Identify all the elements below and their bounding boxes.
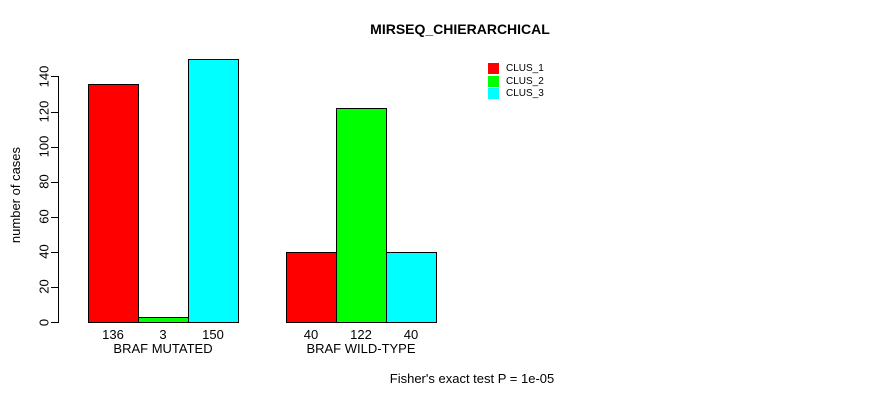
y-axis-line xyxy=(58,76,59,323)
bar-clus-1 xyxy=(88,83,139,323)
legend-item: CLUS_2 xyxy=(488,75,544,87)
y-tick-label: 20 xyxy=(36,279,52,295)
y-tick-label: 40 xyxy=(36,244,52,260)
y-tick-mark xyxy=(51,322,58,323)
y-tick-mark xyxy=(51,146,58,148)
bar-clus-3 xyxy=(386,251,437,323)
bar-value-label: 136 xyxy=(102,327,124,342)
y-tick-mark xyxy=(51,111,58,113)
bar-clus-3 xyxy=(188,58,239,323)
y-tick-label: 80 xyxy=(36,174,52,189)
y-tick-mark xyxy=(51,216,58,218)
legend-item: CLUS_1 xyxy=(488,63,544,74)
legend-item: CLUS_3 xyxy=(488,88,544,99)
y-tick-mark xyxy=(51,251,58,253)
bar-value-label: 40 xyxy=(303,327,319,342)
footnote-text: Fisher's exact test P = 1e-05 xyxy=(389,371,555,386)
y-axis-label: number of cases xyxy=(8,146,23,244)
bar-value-label: 122 xyxy=(350,327,372,342)
chart-title: MIRSEQ_CHIERARCHICAL xyxy=(370,21,550,37)
bar-clus-2 xyxy=(336,108,387,323)
legend-label: CLUS_1 xyxy=(506,63,544,74)
legend-label: CLUS_2 xyxy=(506,75,544,87)
bar-value-label: 40 xyxy=(403,327,419,342)
legend-swatch-icon xyxy=(488,63,499,74)
y-tick-label: 100 xyxy=(36,135,52,158)
y-tick-mark xyxy=(51,286,58,288)
bar-clus-1 xyxy=(286,251,337,323)
x-category-label: BRAF MUTATED xyxy=(113,341,213,356)
y-tick-label: 60 xyxy=(36,209,52,225)
bar-clus-2 xyxy=(138,316,189,323)
legend-swatch-icon xyxy=(488,75,499,87)
y-tick-label: 120 xyxy=(36,100,52,123)
bar-value-label: 150 xyxy=(202,327,224,342)
bar-value-label: 3 xyxy=(159,327,167,342)
x-category-label: BRAF WILD-TYPE xyxy=(306,341,416,356)
y-tick-mark xyxy=(51,181,58,183)
legend-label: CLUS_3 xyxy=(506,88,544,99)
y-tick-label: 0 xyxy=(36,318,52,326)
y-tick-mark xyxy=(51,76,58,78)
y-tick-label: 140 xyxy=(36,65,52,88)
legend-swatch-icon xyxy=(488,88,499,99)
